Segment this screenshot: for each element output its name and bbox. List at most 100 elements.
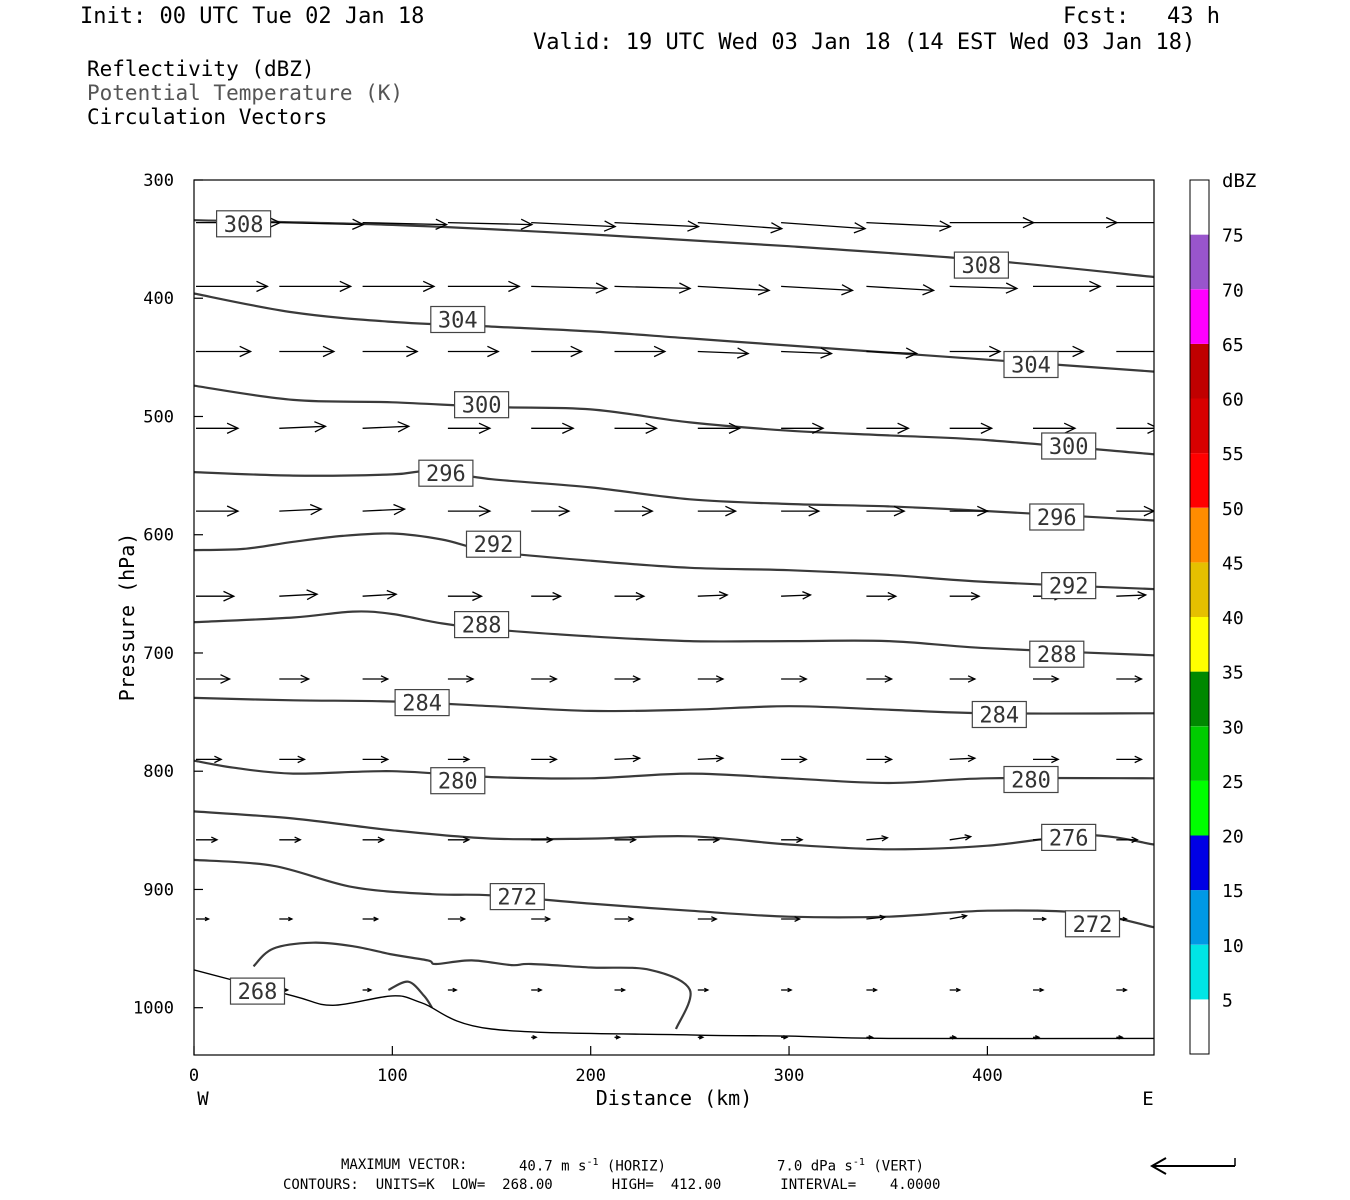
vector-arrow bbox=[1116, 285, 1154, 288]
vector-arrow bbox=[614, 675, 642, 683]
colorbar-label: 15 bbox=[1222, 881, 1244, 902]
y-tick-label: 600 bbox=[143, 526, 174, 546]
vector-arrow bbox=[447, 591, 484, 602]
x-axis: 0 100 200 300 400 bbox=[189, 1046, 1003, 1086]
vector-arrow bbox=[196, 836, 219, 844]
x-tick-label: 100 bbox=[377, 1066, 408, 1086]
vector-arrow bbox=[866, 914, 887, 921]
contour-label-300: 300 bbox=[1041, 432, 1097, 460]
vector-arrow bbox=[781, 347, 834, 359]
svg-text:296: 296 bbox=[1037, 506, 1077, 531]
theta-contour-280-7 bbox=[194, 759, 1154, 785]
colorbar-segment bbox=[1190, 944, 1209, 1000]
vector-arrow bbox=[781, 284, 855, 296]
vector-arrow bbox=[531, 916, 552, 922]
vector-arrow bbox=[279, 755, 307, 764]
svg-text:272: 272 bbox=[497, 886, 537, 911]
svg-text:308: 308 bbox=[962, 254, 1002, 279]
vector-arrow bbox=[781, 591, 813, 600]
vector-arrow bbox=[614, 591, 646, 601]
svg-text:292: 292 bbox=[1049, 575, 1089, 600]
contour-info: CONTOURS: UNITS=K LOW= 268.00 HIGH= 412.… bbox=[283, 1177, 941, 1193]
svg-text:304: 304 bbox=[1011, 354, 1051, 379]
vector-arrow bbox=[362, 280, 436, 293]
max-vector-vertical: 7.0 dPa s-1 (VERT) bbox=[777, 1157, 924, 1175]
init-time: Init: 00 UTC Tue 02 Jan 18 bbox=[80, 4, 425, 29]
vector-arrow bbox=[531, 282, 609, 294]
vector-arrow bbox=[447, 345, 500, 358]
svg-text:284: 284 bbox=[979, 704, 1019, 729]
vector-arrow bbox=[1033, 1035, 1041, 1040]
vector-arrow bbox=[279, 503, 323, 516]
theta-contour-308-0 bbox=[194, 219, 1154, 279]
y-axis: 300 400 500 600 700 800 900 1000 bbox=[133, 171, 203, 1019]
vector-arrow bbox=[1033, 675, 1060, 683]
vector-arrow bbox=[1033, 216, 1119, 229]
vector-arrow bbox=[279, 421, 328, 433]
colorbar-label: 45 bbox=[1222, 553, 1244, 574]
x-tick-label: 200 bbox=[575, 1066, 606, 1086]
theta-contour-268-10 bbox=[252, 941, 692, 1030]
vector-arrow bbox=[1033, 280, 1102, 293]
vector-arrow bbox=[781, 505, 821, 517]
vector-arrow bbox=[866, 284, 936, 296]
field-label-reflectivity: Reflectivity (dBZ) bbox=[87, 57, 315, 81]
vector-arrow bbox=[196, 280, 269, 293]
vector-arrow bbox=[949, 282, 1019, 294]
contour-label-304: 304 bbox=[1003, 350, 1059, 379]
vector-arrow bbox=[279, 836, 302, 844]
colorbar-segment bbox=[1190, 726, 1209, 781]
colorbar-unit: dBZ bbox=[1222, 170, 1256, 192]
vector-arrow bbox=[362, 345, 419, 358]
contour-label-284: 284 bbox=[394, 688, 450, 717]
vector-arrow bbox=[362, 675, 390, 683]
vector-arrow bbox=[1116, 675, 1144, 683]
vector-arrow bbox=[447, 280, 521, 293]
vector-arrow bbox=[447, 916, 467, 922]
vector-arrow bbox=[531, 675, 558, 683]
vector-arrow bbox=[697, 754, 725, 763]
svg-text:300: 300 bbox=[462, 394, 502, 419]
theta-contours bbox=[194, 219, 1154, 1040]
vector-arrow bbox=[447, 756, 471, 763]
vector-arrow bbox=[949, 675, 977, 683]
contour-label-292: 292 bbox=[1041, 571, 1097, 600]
vector-arrow bbox=[614, 1035, 622, 1040]
vector-arrow bbox=[1116, 836, 1139, 844]
svg-text:268: 268 bbox=[238, 980, 278, 1005]
vector-arrow bbox=[196, 422, 240, 434]
vector-arrow bbox=[614, 345, 667, 358]
y-tick-label: 700 bbox=[143, 644, 174, 664]
contour-label-296: 296 bbox=[418, 459, 474, 487]
vector-arrow bbox=[614, 220, 701, 232]
vector-arrow bbox=[279, 916, 294, 922]
svg-text:284: 284 bbox=[402, 692, 442, 717]
vector-arrow bbox=[362, 987, 373, 993]
vector-arrow bbox=[949, 754, 977, 763]
theta-contour-300-2 bbox=[194, 384, 1154, 456]
colorbar-segment bbox=[1190, 999, 1209, 1054]
vector-arrow bbox=[614, 422, 659, 434]
vector-arrow bbox=[697, 591, 729, 600]
vector-arrow bbox=[697, 675, 725, 683]
y-tick-label: 400 bbox=[143, 289, 174, 309]
vector-arrow bbox=[447, 675, 475, 683]
vector-arrow bbox=[614, 987, 627, 993]
contour-label-288: 288 bbox=[1029, 640, 1085, 668]
x-tick-label: 400 bbox=[972, 1066, 1003, 1086]
vector-arrow bbox=[614, 916, 635, 922]
colorbar-label: 60 bbox=[1222, 390, 1244, 411]
theta-contour-276-8 bbox=[194, 810, 1154, 851]
vector-arrow bbox=[447, 422, 492, 434]
svg-text:296: 296 bbox=[426, 462, 466, 487]
vector-arrow bbox=[362, 421, 411, 433]
svg-text:288: 288 bbox=[462, 614, 502, 639]
vector-arrow bbox=[1033, 422, 1077, 434]
colorbar-segment bbox=[1190, 671, 1209, 727]
colorbar-segment bbox=[1190, 562, 1209, 617]
vector-arrow bbox=[781, 755, 808, 764]
colorbar-label: 50 bbox=[1222, 499, 1244, 520]
vector-arrow bbox=[279, 674, 311, 684]
x-axis-label: Distance (km) bbox=[596, 1086, 753, 1110]
theta-contour-288-5 bbox=[194, 610, 1154, 657]
